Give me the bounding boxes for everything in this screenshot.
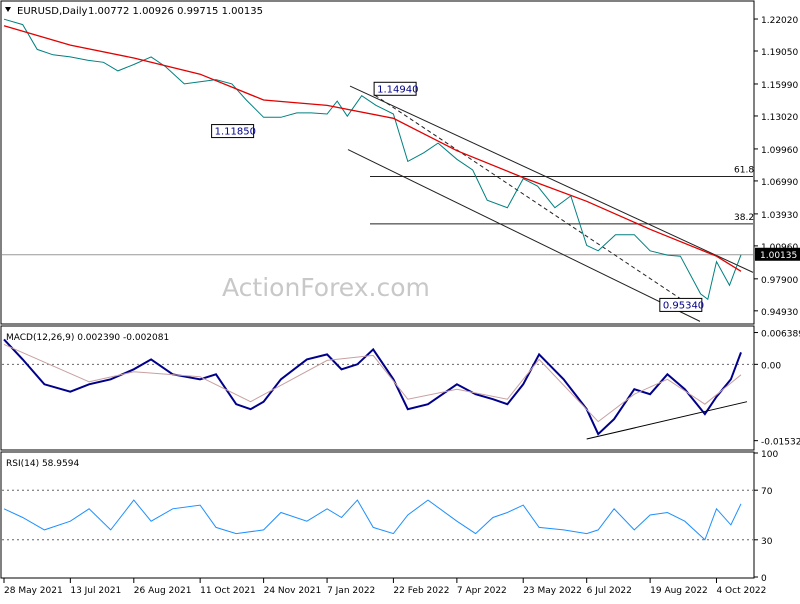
rsi-series-line <box>3 499 742 541</box>
rsi-layer <box>2 489 753 541</box>
fibo-38-2-label: 38.2 <box>734 213 754 223</box>
macd-series-line <box>3 338 742 436</box>
time-tick-label: 22 Feb 2022 <box>393 586 449 596</box>
price-tick-label: 1.22020 <box>761 16 798 26</box>
macd-title: MACD(12,26,9) 0.002390 -0.002081 <box>6 333 169 343</box>
macd-layer <box>2 338 753 440</box>
time-tick-label: 7 Jan 2022 <box>327 586 375 596</box>
rsi-panel-frame <box>0 451 755 579</box>
time-tick-label: 19 Aug 2022 <box>650 586 708 596</box>
moving-average-series-line <box>3 25 742 272</box>
time-tick-label: 23 May 2022 <box>523 586 582 596</box>
rsi-title: RSI(14) 58.9594 <box>6 459 79 469</box>
time-tick-label: 26 Aug 2021 <box>134 586 192 596</box>
channel-mid-dashed-line <box>374 94 693 307</box>
current-price-label: 1.00135 <box>760 251 797 261</box>
price-layer: 61.8 38.2 1.14940 1.11850 0.95340 <box>2 18 754 322</box>
price-tick-label: 1.06990 <box>761 178 798 188</box>
price-annotation-box <box>373 81 417 96</box>
price-tick-label: 1.15990 <box>761 81 798 91</box>
rsi-tick-label: 70 <box>761 487 773 497</box>
dropdown-triangle-icon[interactable] <box>5 7 11 12</box>
price-tick-label: 1.13020 <box>761 113 798 123</box>
price-series-line <box>3 18 742 301</box>
signal-series-line <box>3 343 742 423</box>
price-tick-label: 1.09960 <box>761 146 798 156</box>
price-tick-label: 1.03930 <box>761 211 798 221</box>
macd-support-trendline <box>586 401 748 440</box>
price-panel-frame <box>0 0 755 325</box>
time-tick-label: 24 Nov 2021 <box>264 586 322 596</box>
macd-panel-frame <box>0 325 755 451</box>
price-annotation-label: 0.95340 <box>663 300 704 311</box>
price-tick-label: 0.97900 <box>761 276 798 286</box>
time-tick-label: 13 Jul 2021 <box>70 586 121 596</box>
price-tick-label: 0.94930 <box>761 308 798 318</box>
axis-layer: 1.22020 1.19050 1.15990 1.13020 1.09960 1.069… <box>3 16 800 596</box>
rsi-tick-label: 100 <box>761 450 778 460</box>
channel-upper-line <box>349 85 754 273</box>
time-tick-label: 4 Oct 2022 <box>716 586 766 596</box>
watermark: ActionForex.com <box>222 273 430 302</box>
price-annotation-box <box>659 297 703 312</box>
time-tick-label: 6 Jul 2022 <box>587 586 632 596</box>
price-annotation-label: 1.11850 <box>215 127 256 138</box>
price-annotation-label: 1.14940 <box>377 84 418 95</box>
price-annotation-box <box>211 124 255 139</box>
fibo-61-8-label: 61.8 <box>734 166 754 176</box>
rsi-tick-label: 0 <box>761 574 767 584</box>
macd-tick-label: 0.006389 <box>761 330 800 340</box>
channel-lower-line <box>347 149 701 322</box>
ohlc-readout: 1.00772 1.00926 0.99715 1.00135 <box>88 6 263 17</box>
price-tick-label: 1.19050 <box>761 48 798 58</box>
macd-tick-label: -0.015324 <box>761 438 800 448</box>
symbol-label: EURUSD,Daily <box>17 6 88 17</box>
time-tick-label: 11 Oct 2021 <box>200 586 256 596</box>
macd-tick-label: 0.00 <box>761 361 781 371</box>
rsi-tick-label: 30 <box>761 537 773 547</box>
current-price-badge <box>755 247 800 261</box>
time-tick-label: 7 Apr 2022 <box>457 586 507 596</box>
time-tick-label: 28 May 2021 <box>4 586 63 596</box>
